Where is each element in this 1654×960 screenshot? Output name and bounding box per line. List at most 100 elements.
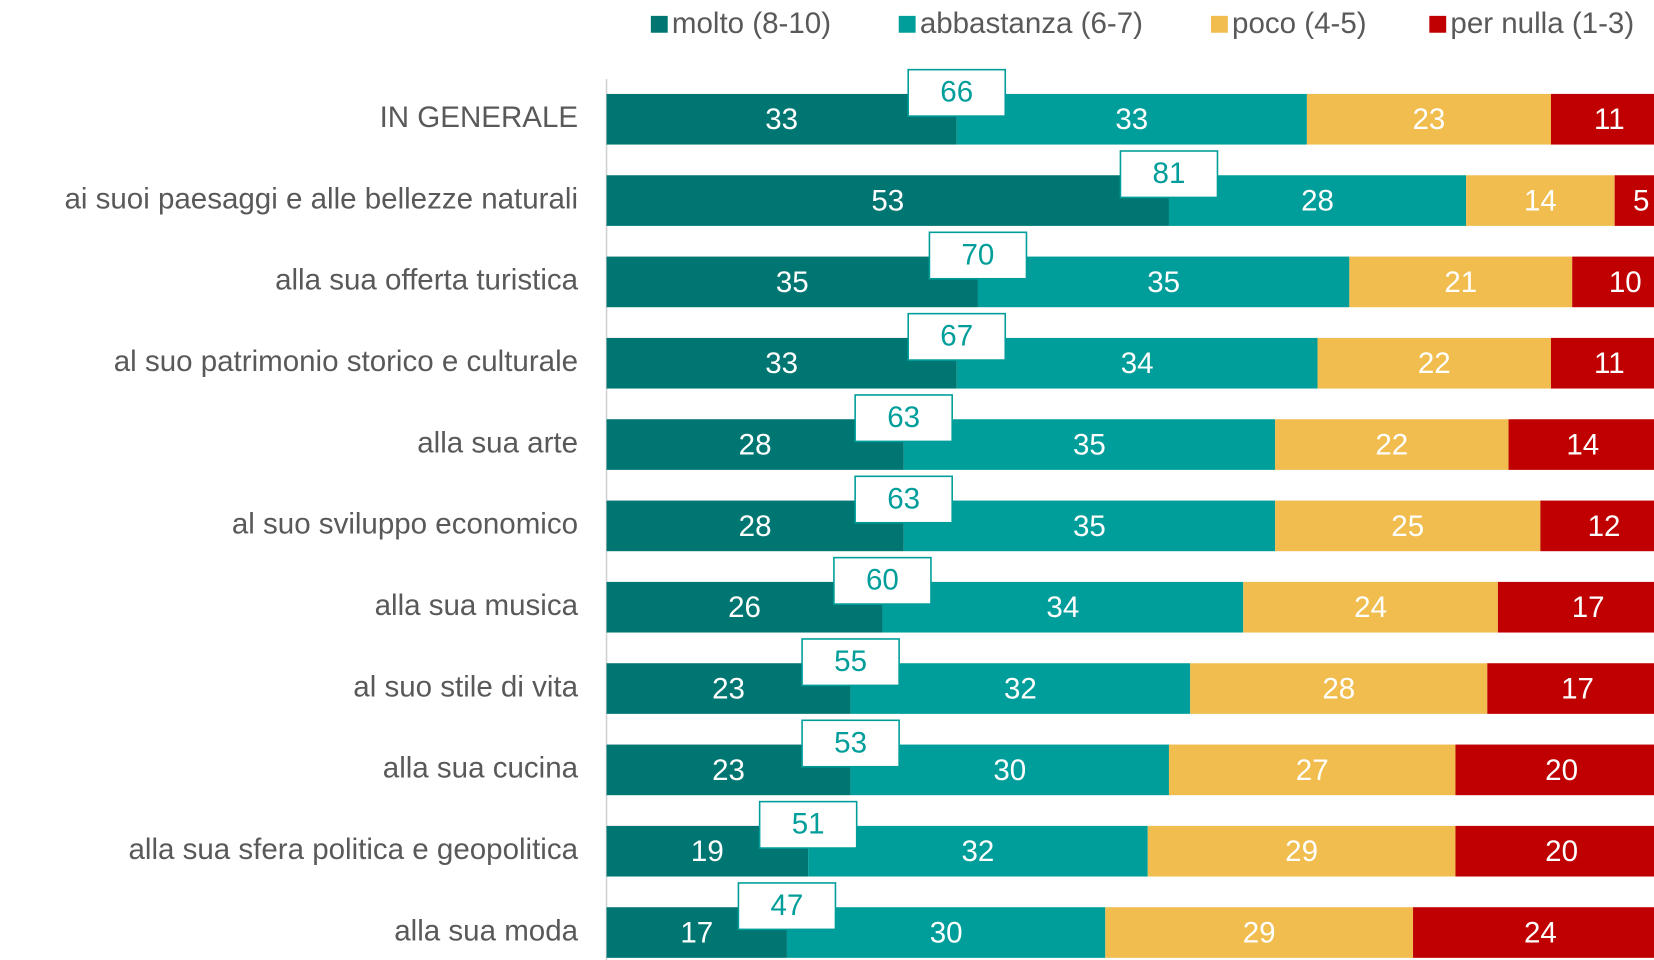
- bar-segment: [1540, 500, 1654, 552]
- bar-segment: [956, 93, 1307, 145]
- bar-segment: [1455, 825, 1654, 877]
- data-label: 19: [691, 835, 724, 868]
- bar-segment: [1147, 825, 1456, 877]
- data-label: 32: [1004, 672, 1037, 705]
- category-label: alla sua cucina: [383, 752, 579, 785]
- data-label: 17: [1561, 672, 1594, 705]
- data-label: 33: [765, 103, 798, 136]
- total-box: [928, 231, 1028, 280]
- data-label: 10: [1609, 266, 1642, 299]
- data-label: 27: [1296, 754, 1329, 787]
- total-box: [801, 719, 900, 768]
- legend-swatch: [1210, 15, 1228, 33]
- bar-segment: [606, 500, 904, 552]
- data-label: 35: [1073, 428, 1106, 461]
- total-label: 53: [834, 726, 867, 759]
- bar-segment: [1190, 663, 1488, 714]
- total-box: [758, 800, 858, 849]
- data-label: 21: [1444, 266, 1477, 299]
- total-box: [1119, 150, 1219, 199]
- data-label: 20: [1545, 835, 1578, 868]
- data-label: 24: [1524, 916, 1557, 949]
- legend-label: abbastanza (6-7): [920, 7, 1143, 40]
- bar-segment: [1572, 256, 1654, 308]
- data-label: 33: [765, 347, 798, 380]
- bar-segment: [1455, 744, 1654, 796]
- bar-segment: [903, 500, 1276, 552]
- data-label: 17: [1572, 591, 1605, 624]
- total-label: 60: [866, 564, 899, 597]
- category-label: alla sua moda: [394, 914, 578, 947]
- data-label: 29: [1243, 916, 1276, 949]
- total-label: 70: [962, 238, 995, 271]
- data-label: 23: [712, 754, 745, 787]
- total-box: [737, 882, 837, 931]
- total-label: 66: [940, 76, 973, 109]
- bar-segment: [1275, 500, 1541, 552]
- data-label: 30: [993, 754, 1026, 787]
- total-label: 81: [1153, 157, 1186, 190]
- data-label: 22: [1375, 428, 1408, 461]
- data-label: 34: [1046, 591, 1079, 624]
- legend-swatch: [898, 15, 916, 33]
- bar-segment: [1413, 907, 1654, 958]
- total-box: [801, 638, 900, 687]
- bar-segment: [882, 581, 1244, 633]
- bar-segment: [1550, 337, 1654, 389]
- bar-segment: [1317, 337, 1551, 389]
- bar-segment: [606, 93, 957, 145]
- bar-segment: [1487, 663, 1654, 714]
- data-label: 35: [1073, 510, 1106, 543]
- bar-segment: [1508, 419, 1654, 470]
- total-label: 67: [940, 320, 973, 353]
- category-label: ai suoi paesaggi e alle bellezze natural…: [64, 182, 578, 215]
- legend-swatch: [650, 15, 668, 33]
- data-label: 33: [1115, 103, 1148, 136]
- bar-segment: [850, 663, 1191, 714]
- category-label: alla sua arte: [417, 426, 578, 459]
- category-label: alla sua offerta turistica: [275, 264, 579, 297]
- bar-segment: [786, 907, 1106, 958]
- data-label: 23: [712, 672, 745, 705]
- total-label: 55: [834, 645, 867, 678]
- bar-segment: [1349, 256, 1573, 308]
- total-box: [854, 394, 953, 443]
- total-box: [907, 68, 1007, 117]
- data-label: 14: [1524, 184, 1557, 217]
- data-label: 28: [1322, 672, 1355, 705]
- data-label: 32: [962, 835, 995, 868]
- data-label: 5: [1633, 184, 1649, 217]
- total-box: [833, 556, 932, 605]
- data-label: 24: [1354, 591, 1387, 624]
- bar-segment: [1466, 175, 1615, 226]
- category-label: al suo patrimonio storico e culturale: [114, 345, 578, 378]
- bar-segment: [606, 419, 904, 470]
- bar-segment: [1243, 581, 1498, 633]
- category-label: alla sua musica: [375, 589, 579, 622]
- total-label: 63: [887, 482, 920, 515]
- data-label: 22: [1418, 347, 1451, 380]
- data-label: 34: [1121, 347, 1154, 380]
- data-label: 35: [776, 266, 809, 299]
- data-label: 12: [1588, 510, 1621, 543]
- data-label: 26: [728, 591, 761, 624]
- data-label: 28: [739, 510, 772, 543]
- bar-segment: [977, 256, 1350, 308]
- legend-label: per nulla (1-3): [1450, 7, 1634, 40]
- bar-segment: [606, 256, 978, 308]
- bar-segment: [956, 337, 1318, 389]
- bar-segment: [1168, 744, 1456, 796]
- data-label: 20: [1545, 754, 1578, 787]
- total-label: 63: [887, 401, 920, 434]
- bar-segment: [1550, 93, 1654, 145]
- data-label: 11: [1594, 347, 1625, 380]
- total-label: 47: [771, 889, 804, 922]
- total-box: [854, 475, 953, 524]
- bar-segment: [1168, 175, 1467, 226]
- legend-label: molto (8-10): [672, 7, 831, 40]
- total-label: 51: [792, 808, 825, 841]
- bar-segment: [1497, 581, 1654, 633]
- data-label: 28: [739, 428, 772, 461]
- category-label: al suo stile di vita: [353, 670, 578, 703]
